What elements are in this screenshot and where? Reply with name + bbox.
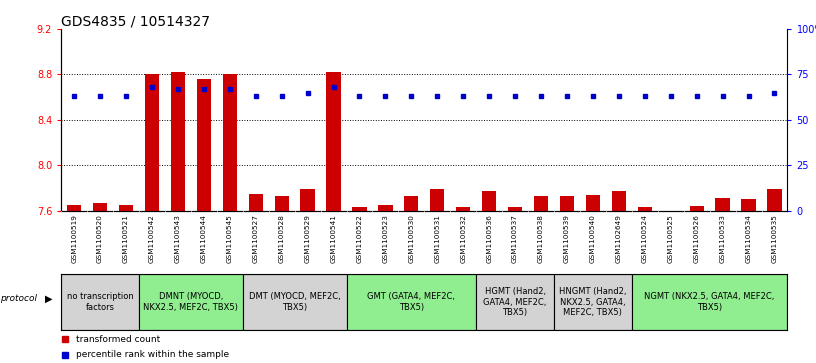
Bar [223, 74, 237, 211]
Bar [586, 195, 600, 211]
Bar [534, 196, 548, 211]
Bar [742, 199, 756, 211]
Text: no transcription
factors: no transcription factors [67, 293, 134, 312]
Text: GSM1100525: GSM1100525 [667, 214, 674, 262]
Bar [145, 74, 159, 211]
Bar [716, 198, 730, 211]
Text: DMT (MYOCD, MEF2C,
TBX5): DMT (MYOCD, MEF2C, TBX5) [249, 293, 340, 312]
Bar [767, 189, 782, 211]
Text: GSM1100540: GSM1100540 [590, 214, 596, 262]
Bar [404, 196, 419, 211]
Bar [197, 79, 211, 211]
Bar [554, 274, 632, 330]
Text: GSM1100530: GSM1100530 [408, 214, 415, 262]
Bar [67, 205, 82, 211]
Text: GSM1100537: GSM1100537 [512, 214, 518, 262]
Text: DMNT (MYOCD,
NKX2.5, MEF2C, TBX5): DMNT (MYOCD, NKX2.5, MEF2C, TBX5) [144, 293, 238, 312]
Bar [61, 274, 139, 330]
Bar [632, 274, 787, 330]
Text: GSM1100528: GSM1100528 [279, 214, 285, 262]
Text: GSM1100526: GSM1100526 [694, 214, 699, 262]
Text: transformed count: transformed count [76, 335, 160, 344]
Bar [300, 189, 315, 211]
Text: GSM1100542: GSM1100542 [149, 214, 155, 262]
Bar [119, 205, 133, 211]
Text: HNGMT (Hand2,
NKX2.5, GATA4,
MEF2C, TBX5): HNGMT (Hand2, NKX2.5, GATA4, MEF2C, TBX5… [559, 287, 627, 317]
Text: GSM1100522: GSM1100522 [357, 214, 362, 262]
Bar [612, 191, 626, 211]
Text: GSM1100534: GSM1100534 [746, 214, 752, 262]
Bar [242, 274, 347, 330]
Bar [171, 72, 185, 211]
Bar [249, 193, 263, 211]
Bar [139, 274, 242, 330]
Bar [430, 189, 445, 211]
Bar [347, 274, 477, 330]
Bar [560, 196, 574, 211]
Text: GSM1100533: GSM1100533 [720, 214, 725, 262]
Bar [93, 203, 107, 211]
Text: GSM1100536: GSM1100536 [486, 214, 492, 262]
Text: GSM1100519: GSM1100519 [71, 214, 78, 262]
Text: percentile rank within the sample: percentile rank within the sample [76, 350, 228, 359]
Bar [326, 72, 340, 211]
Bar [637, 207, 652, 211]
Text: GSM1100535: GSM1100535 [771, 214, 778, 262]
Text: GSM1100544: GSM1100544 [201, 214, 206, 262]
Text: GSM1100539: GSM1100539 [564, 214, 570, 262]
Text: GSM1100545: GSM1100545 [227, 214, 233, 262]
Bar [379, 205, 392, 211]
Text: GSM1102649: GSM1102649 [616, 214, 622, 262]
Text: GSM1100532: GSM1100532 [460, 214, 466, 262]
Text: GSM1100529: GSM1100529 [304, 214, 311, 262]
Text: GSM1100538: GSM1100538 [538, 214, 544, 262]
Text: GSM1100541: GSM1100541 [330, 214, 336, 262]
Bar [690, 206, 703, 211]
Bar [477, 274, 554, 330]
Bar [274, 196, 289, 211]
Text: GSM1100524: GSM1100524 [642, 214, 648, 262]
Text: GMT (GATA4, MEF2C,
TBX5): GMT (GATA4, MEF2C, TBX5) [367, 293, 455, 312]
Text: GSM1100543: GSM1100543 [175, 214, 181, 262]
Text: GSM1100531: GSM1100531 [434, 214, 441, 262]
Bar [508, 207, 522, 211]
Text: GSM1100521: GSM1100521 [123, 214, 129, 262]
Text: GDS4835 / 10514327: GDS4835 / 10514327 [61, 15, 211, 29]
Bar [353, 207, 366, 211]
Bar [482, 191, 496, 211]
Bar [456, 207, 470, 211]
Text: ▶: ▶ [45, 294, 52, 303]
Text: GSM1100520: GSM1100520 [97, 214, 103, 262]
Text: protocol: protocol [0, 294, 37, 303]
Text: GSM1100527: GSM1100527 [253, 214, 259, 262]
Text: NGMT (NKX2.5, GATA4, MEF2C,
TBX5): NGMT (NKX2.5, GATA4, MEF2C, TBX5) [645, 293, 775, 312]
Text: HGMT (Hand2,
GATA4, MEF2C,
TBX5): HGMT (Hand2, GATA4, MEF2C, TBX5) [483, 287, 547, 317]
Text: GSM1100523: GSM1100523 [383, 214, 388, 262]
